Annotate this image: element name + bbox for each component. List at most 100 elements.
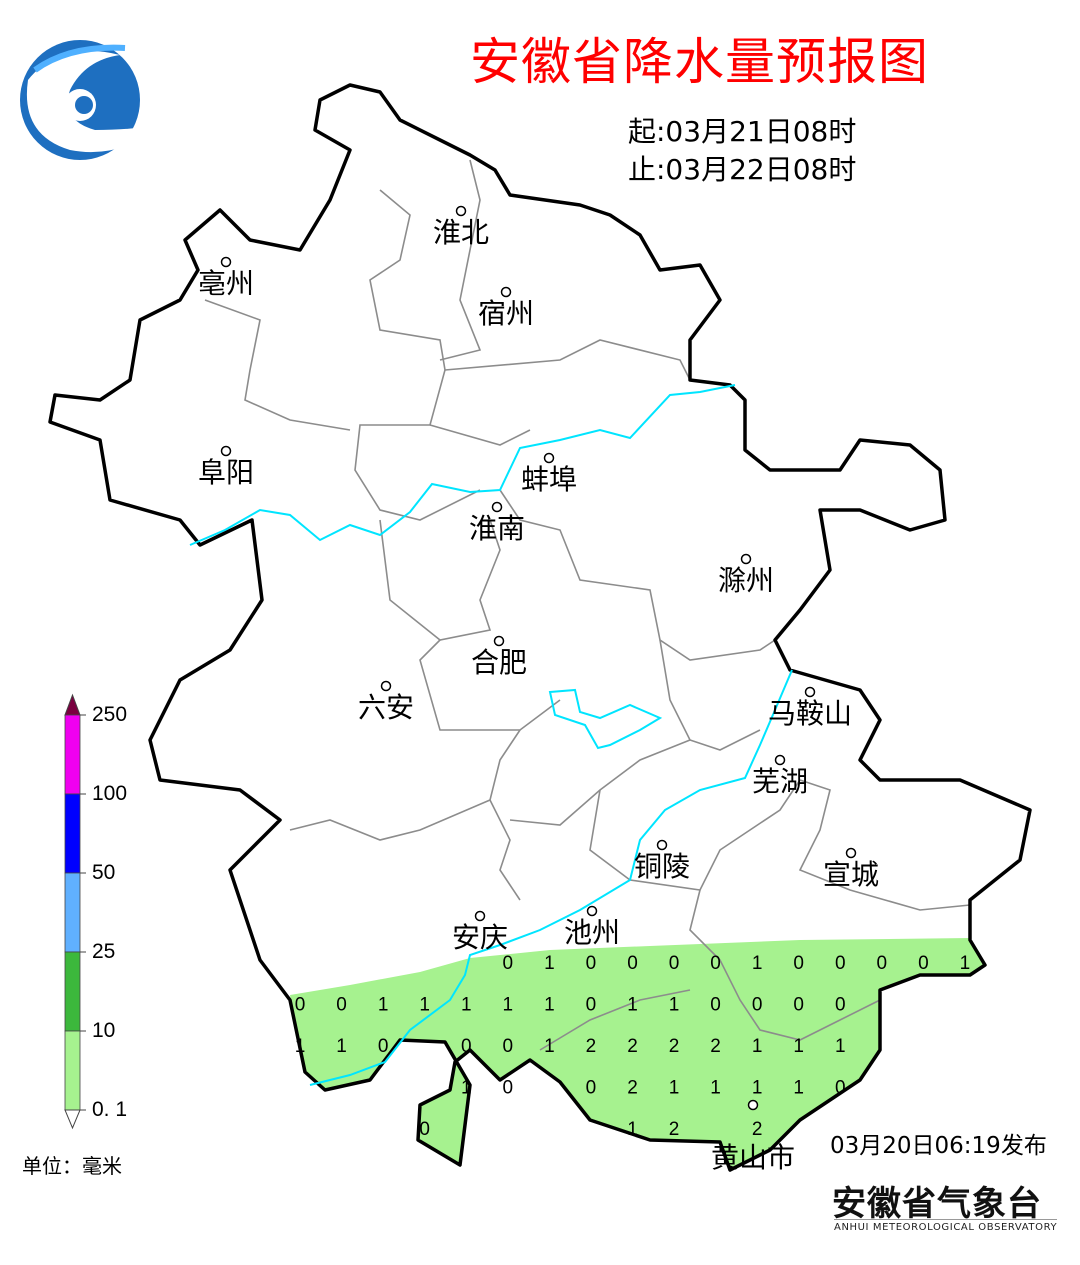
grid-value: 0 xyxy=(378,1036,389,1057)
legend-colorbar xyxy=(64,693,86,1130)
legend-band xyxy=(64,793,81,874)
grid-value: 1 xyxy=(461,995,472,1016)
city-亳州: 亳州 xyxy=(198,256,254,300)
grid-value: 0 xyxy=(669,953,680,974)
cma-logo xyxy=(20,40,171,160)
grid-value: 0 xyxy=(877,953,888,974)
grid-value: 0 xyxy=(503,1078,514,1099)
city-marker-icon xyxy=(491,501,503,513)
period-end: 止:03月22日08时 xyxy=(628,153,857,186)
city-label: 黄山市 xyxy=(711,1141,795,1174)
grid-value: 2 xyxy=(627,1036,638,1057)
city-marker-icon xyxy=(380,680,392,692)
legend-label: 250 xyxy=(92,703,128,726)
grid-value: 1 xyxy=(336,1036,347,1057)
grid-value: 1 xyxy=(419,995,430,1016)
huai-river xyxy=(189,384,736,546)
grid-value: 0 xyxy=(419,1119,430,1140)
grid-value: 0 xyxy=(586,995,597,1016)
rivers xyxy=(189,384,793,1086)
grid-value: 1 xyxy=(627,1119,638,1140)
grid-value: 1 xyxy=(378,995,389,1016)
grid-value: 0 xyxy=(503,953,514,974)
grid-value: 0 xyxy=(710,953,721,974)
city-label: 马鞍山 xyxy=(768,697,852,730)
grid-value: 0 xyxy=(793,953,804,974)
city-label: 宿州 xyxy=(478,297,534,330)
city-宿州: 宿州 xyxy=(478,286,534,330)
grid-value: 1 xyxy=(295,1036,306,1057)
grid-value: 0 xyxy=(710,995,721,1016)
grid-value: 2 xyxy=(627,1078,638,1099)
grid-value: 0 xyxy=(918,953,929,974)
grid-value: 1 xyxy=(710,1078,721,1099)
city-铜陵: 铜陵 xyxy=(634,839,690,883)
grid-value: 1 xyxy=(544,995,555,1016)
grid-value: 2 xyxy=(586,1036,597,1057)
legend-unit: 单位：毫米 xyxy=(22,1154,122,1178)
city-滁州: 滁州 xyxy=(718,553,774,597)
grid-value: 1 xyxy=(793,1036,804,1057)
grid-value: 1 xyxy=(669,995,680,1016)
city-淮北: 淮北 xyxy=(433,205,489,249)
grid-value: 0 xyxy=(503,1036,514,1057)
city-label: 铜陵 xyxy=(634,850,690,883)
city-label: 芜湖 xyxy=(752,765,808,798)
grid-value: 0 xyxy=(586,1078,597,1099)
map-title: 安徽省降水量预报图 xyxy=(470,33,929,91)
grid-value: 1 xyxy=(544,1036,555,1057)
legend-label: 0. 1 xyxy=(92,1098,128,1121)
grid-value: 0 xyxy=(461,1036,472,1057)
grid-value: 0 xyxy=(835,953,846,974)
grid-value: 1 xyxy=(793,1078,804,1099)
city-label: 池州 xyxy=(564,916,620,949)
grid-value: 0 xyxy=(752,995,763,1016)
city-marker-icon xyxy=(656,839,668,851)
province-boundary xyxy=(48,83,1032,1172)
yangtze-river xyxy=(309,669,793,1086)
legend-label: 10 xyxy=(92,1019,116,1042)
city-label: 滁州 xyxy=(718,564,774,597)
city-marker-icon xyxy=(845,847,857,859)
city-阜阳: 阜阳 xyxy=(198,445,254,489)
legend-label: 25 xyxy=(92,940,116,963)
city-安庆: 安庆 xyxy=(452,910,508,954)
city-label: 宣城 xyxy=(823,858,879,891)
legend-band xyxy=(64,872,81,953)
period-start: 起:03月21日08时 xyxy=(628,115,857,148)
grid-value: 1 xyxy=(544,953,555,974)
city-marker-icon xyxy=(804,686,816,698)
city-label: 蚌埠 xyxy=(521,463,577,496)
chao-lake xyxy=(548,688,663,750)
city-宣城: 宣城 xyxy=(823,847,879,891)
legend-band xyxy=(64,1030,81,1111)
grid-value: 0 xyxy=(295,995,306,1016)
city-黄山市: 黄山市 xyxy=(711,1099,795,1174)
grid-value: 0 xyxy=(627,953,638,974)
city-芜湖: 芜湖 xyxy=(752,754,808,798)
city-marker-icon xyxy=(220,256,232,268)
grid-value: 1 xyxy=(752,1078,763,1099)
grid-value: 1 xyxy=(960,953,971,974)
grid-value: 0 xyxy=(793,995,804,1016)
district-boundaries xyxy=(204,159,971,1051)
grid-value: 1 xyxy=(835,1036,846,1057)
city-marker-icon xyxy=(747,1099,759,1111)
city-合肥: 合肥 xyxy=(471,635,527,679)
grid-value: 2 xyxy=(752,1119,763,1140)
city-label: 合肥 xyxy=(471,646,527,679)
city-marker-icon xyxy=(774,754,786,766)
city-label: 淮南 xyxy=(469,512,525,545)
city-六安: 六安 xyxy=(358,680,414,724)
legend-band xyxy=(64,714,81,795)
grid-value: 0 xyxy=(336,995,347,1016)
city-marker-icon xyxy=(493,635,505,647)
legend-band xyxy=(64,951,81,1032)
grid-value: 1 xyxy=(627,995,638,1016)
legend-label: 50 xyxy=(92,861,116,884)
city-label: 安庆 xyxy=(452,921,508,954)
grid-value: 0 xyxy=(835,1078,846,1099)
city-marker-icon xyxy=(474,910,486,922)
